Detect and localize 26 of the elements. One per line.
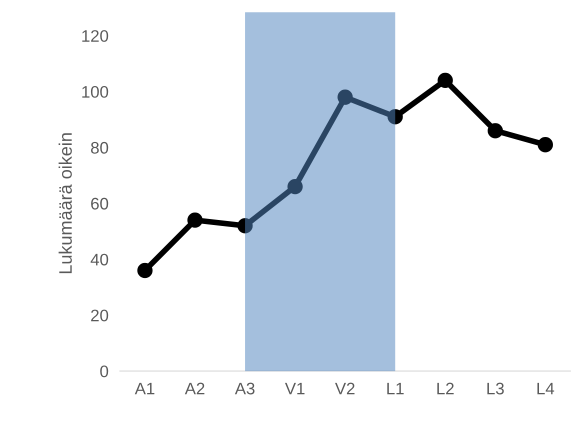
x-tick-label: L2 <box>437 382 454 394</box>
y-axis-title: Lukumäärä oikein <box>58 133 72 274</box>
point <box>287 178 303 194</box>
y-tick-label: 80 <box>91 142 108 154</box>
x-tick-label: A1 <box>134 382 154 394</box>
x-tick-label: L4 <box>537 382 554 394</box>
y-tick-label: 20 <box>91 310 108 322</box>
x-tick-label: L3 <box>487 382 504 394</box>
point <box>438 72 453 88</box>
point <box>488 123 503 138</box>
point <box>137 262 153 278</box>
y-tick-label: 100 <box>82 86 108 98</box>
y-tick-label: 40 <box>90 254 108 266</box>
y-tick-label: 0 <box>100 365 108 378</box>
x-tick-label: A2 <box>184 382 204 394</box>
x-tick-label: V1 <box>284 382 304 394</box>
y-tick-label: 60 <box>91 198 108 210</box>
y-tick-label: 120 <box>82 30 108 42</box>
point <box>538 137 553 152</box>
point <box>187 212 203 228</box>
x-tick-label: V2 <box>335 382 355 394</box>
point <box>388 109 403 124</box>
point <box>338 90 353 105</box>
x-tick-label: L1 <box>387 382 404 394</box>
point <box>237 218 253 234</box>
x-tick-label: A3 <box>234 382 255 394</box>
